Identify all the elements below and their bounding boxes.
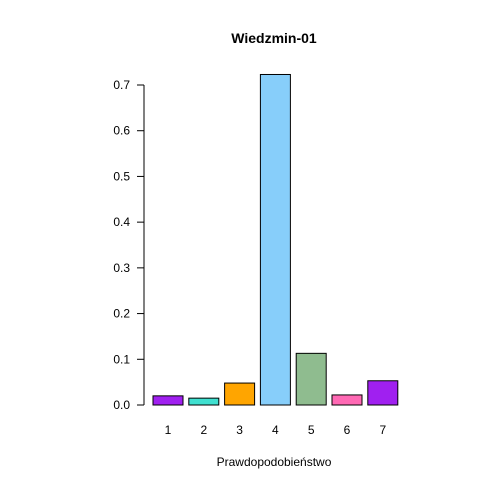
y-tick-label: 0.1 <box>113 352 130 366</box>
y-axis: 0.0 0.1 0.2 0.3 0.4 0.5 0.6 0.7 <box>113 78 144 412</box>
x-tick-label: 7 <box>379 423 386 437</box>
x-tick-label: 2 <box>200 423 207 437</box>
bar-4 <box>259 73 291 406</box>
chart-title: Wiedzmin-01 <box>231 30 317 46</box>
y-tick-label: 0.5 <box>113 169 130 183</box>
x-tick-label: 5 <box>308 423 315 437</box>
bars-group <box>152 73 399 406</box>
y-tick-label: 0.6 <box>113 124 130 138</box>
x-tick-label: 1 <box>165 423 172 437</box>
y-tick-label: 0.7 <box>113 78 130 92</box>
x-tick-label: 6 <box>344 423 351 437</box>
bar-5 <box>295 352 327 406</box>
bar-2 <box>188 397 220 406</box>
y-tick-label: 0.2 <box>113 307 130 321</box>
y-tick-label: 0.3 <box>113 261 130 275</box>
bar-6 <box>331 394 363 406</box>
x-tick-label: 4 <box>272 423 279 437</box>
bar-3 <box>224 382 256 406</box>
x-axis-labels: 1 2 3 4 5 6 7 <box>165 423 387 437</box>
x-tick-label: 3 <box>236 423 243 437</box>
bar-7 <box>367 380 399 406</box>
y-tick-label: 0.0 <box>113 398 130 412</box>
x-axis-title: Prawdopodobieństwo <box>217 455 332 469</box>
y-tick-label: 0.4 <box>113 215 130 229</box>
bar-1 <box>152 395 184 406</box>
